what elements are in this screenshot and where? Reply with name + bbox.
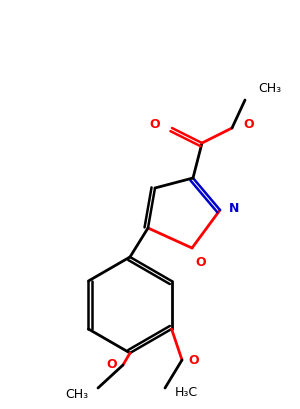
Text: CH₃: CH₃ <box>65 389 88 402</box>
Text: O: O <box>196 256 206 269</box>
Text: N: N <box>229 202 239 214</box>
Text: O: O <box>149 117 160 130</box>
Text: H₃C: H₃C <box>175 387 198 400</box>
Text: O: O <box>243 117 254 130</box>
Text: O: O <box>188 353 199 366</box>
Text: O: O <box>106 359 117 371</box>
Text: CH₃: CH₃ <box>258 81 281 94</box>
